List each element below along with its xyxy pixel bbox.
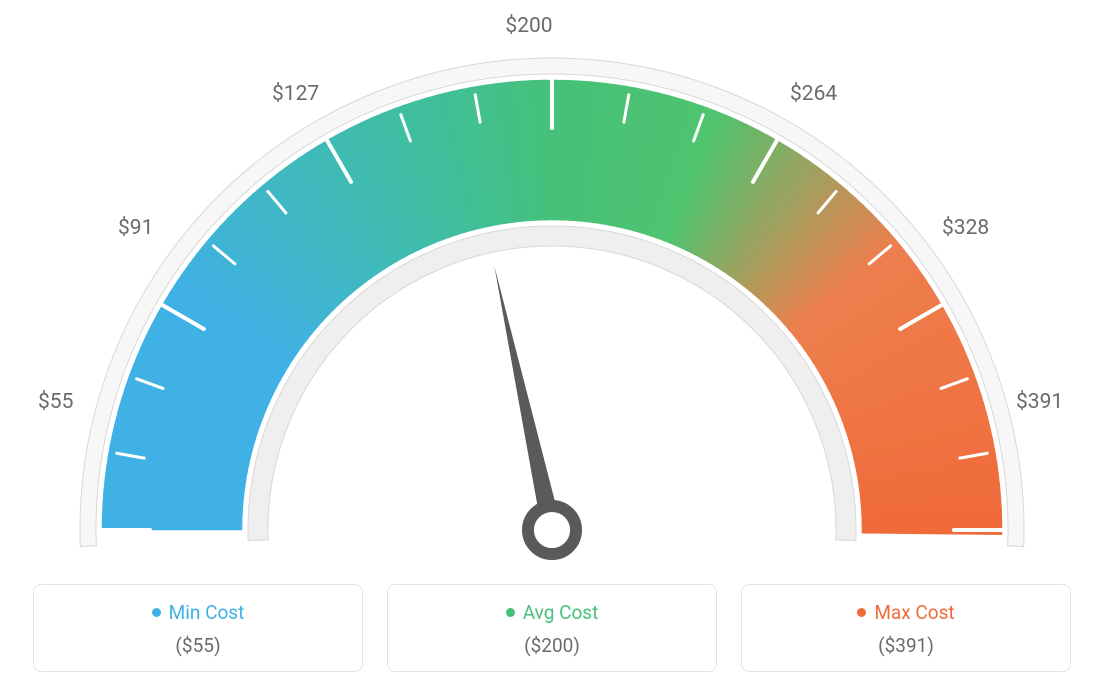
- gauge-tick-label: $55: [38, 390, 73, 414]
- legend-row: Min Cost ($55) Avg Cost ($200) Max Cost …: [0, 584, 1104, 672]
- legend-title-min: Min Cost: [152, 601, 245, 624]
- gauge-tick-label: $91: [118, 216, 153, 240]
- legend-dot-avg: [506, 608, 515, 617]
- legend-value-max: ($391): [754, 634, 1058, 657]
- legend-label-avg: Avg Cost: [523, 601, 599, 624]
- gauge-needle: [494, 266, 561, 532]
- gauge-tick-label: $200: [505, 14, 552, 38]
- gauge-tick-label: $127: [272, 82, 319, 106]
- legend-card-min: Min Cost ($55): [33, 584, 363, 672]
- legend-title-max: Max Cost: [857, 601, 954, 624]
- gauge-needle-hub-inner: [534, 512, 570, 548]
- gauge-tick-label: $328: [942, 216, 989, 240]
- gauge-tick-label: $391: [1016, 390, 1063, 414]
- legend-title-avg: Avg Cost: [506, 601, 599, 624]
- legend-value-avg: ($200): [400, 634, 704, 657]
- legend-label-min: Min Cost: [169, 601, 245, 624]
- gauge-chart: $55 $91 $127 $200 $264 $328 $391: [0, 0, 1104, 575]
- legend-dot-min: [152, 608, 161, 617]
- gauge-svg: [22, 20, 1082, 580]
- legend-dot-max: [857, 608, 866, 617]
- gauge-tick-label: $264: [790, 82, 837, 106]
- legend-card-avg: Avg Cost ($200): [387, 584, 717, 672]
- legend-value-min: ($55): [46, 634, 350, 657]
- gauge-color-arc: [102, 80, 1002, 535]
- legend-label-max: Max Cost: [874, 601, 954, 624]
- legend-card-max: Max Cost ($391): [741, 584, 1071, 672]
